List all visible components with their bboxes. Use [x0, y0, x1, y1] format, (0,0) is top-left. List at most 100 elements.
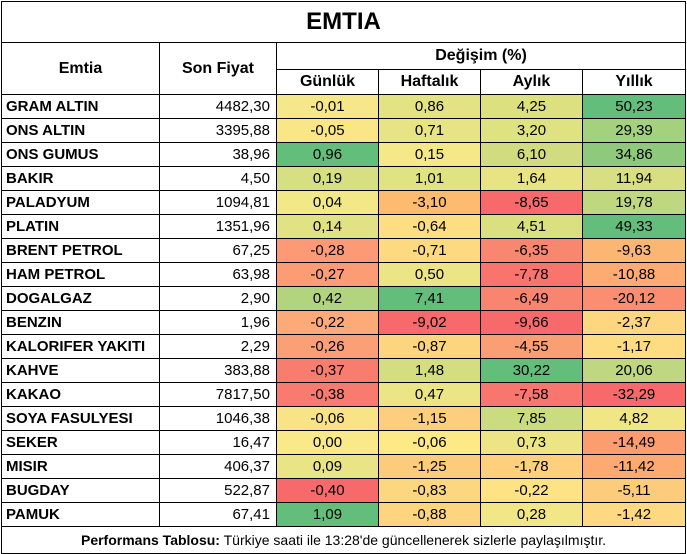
yearly-change: 19,78 — [581, 190, 687, 215]
weekly-change: 0,15 — [378, 142, 481, 167]
commodity-name: GRAM ALTIN — [1, 94, 160, 119]
weekly-change: 0,71 — [378, 118, 481, 143]
monthly-change: 1,64 — [480, 166, 583, 191]
last-price: 406,37 — [159, 454, 277, 479]
yearly-change: 29,39 — [581, 118, 687, 143]
last-price: 63,98 — [159, 262, 277, 287]
yearly-change: -1,42 — [581, 502, 687, 527]
yearly-change: 50,23 — [581, 94, 687, 119]
yearly-change: 49,33 — [581, 214, 687, 239]
last-price: 2,29 — [159, 334, 277, 359]
commodity-name: DOGALGAZ — [1, 286, 160, 311]
last-price: 67,25 — [159, 238, 277, 263]
table-row: PALADYUM 1094,81 0,04 -3,10 -8,65 19,78 — [1, 190, 687, 215]
weekly-change: 1,48 — [378, 358, 481, 383]
weekly-change: -0,88 — [378, 502, 481, 527]
last-price: 1,96 — [159, 310, 277, 335]
monthly-change: 4,25 — [480, 94, 583, 119]
daily-change: 0,96 — [276, 142, 379, 167]
header-aylik: Aylık — [480, 69, 583, 95]
daily-change: 0,42 — [276, 286, 379, 311]
daily-change: -0,05 — [276, 118, 379, 143]
commodity-name: PLATIN — [1, 214, 160, 239]
yearly-change: -9,63 — [581, 238, 687, 263]
daily-change: 0,09 — [276, 454, 379, 479]
yearly-change: -5,11 — [581, 478, 687, 503]
monthly-change: 0,28 — [480, 502, 583, 527]
daily-change: -0,37 — [276, 358, 379, 383]
daily-change: -0,27 — [276, 262, 379, 287]
weekly-change: -9,02 — [378, 310, 481, 335]
daily-change: 0,00 — [276, 430, 379, 455]
weekly-change: -0,06 — [378, 430, 481, 455]
last-price: 38,96 — [159, 142, 277, 167]
commodity-name: BUGDAY — [1, 478, 160, 503]
yearly-change: -10,88 — [581, 262, 687, 287]
table-row: ONS GUMUS 38,96 0,96 0,15 6,10 34,86 — [1, 142, 687, 167]
table-row: MISIR 406,37 0,09 -1,25 -1,78 -11,42 — [1, 454, 687, 479]
monthly-change: 4,51 — [480, 214, 583, 239]
table-row: DOGALGAZ 2,90 0,42 7,41 -6,49 -20,12 — [1, 286, 687, 311]
last-price: 383,88 — [159, 358, 277, 383]
daily-change: 0,14 — [276, 214, 379, 239]
daily-change: -0,28 — [276, 238, 379, 263]
last-price: 3395,88 — [159, 118, 277, 143]
monthly-change: -1,78 — [480, 454, 583, 479]
weekly-change: -0,64 — [378, 214, 481, 239]
weekly-change: 0,86 — [378, 94, 481, 119]
yearly-change: 34,86 — [581, 142, 687, 167]
table-row: BAKIR 4,50 0,19 1,01 1,64 11,94 — [1, 166, 687, 191]
weekly-change: 7,41 — [378, 286, 481, 311]
header-son-fiyat: Son Fiyat — [159, 42, 277, 95]
commodity-name: BAKIR — [1, 166, 160, 191]
daily-change: -0,01 — [276, 94, 379, 119]
daily-change: 1,09 — [276, 502, 379, 527]
weekly-change: -3,10 — [378, 190, 481, 215]
commodity-name: ONS GUMUS — [1, 142, 160, 167]
table-row: PAMUK 67,41 1,09 -0,88 0,28 -1,42 — [1, 502, 687, 527]
table-row: KALORIFER YAKITI 2,29 -0,26 -0,87 -4,55 -1,17 — [1, 334, 687, 359]
daily-change: -0,22 — [276, 310, 379, 335]
commodity-name: ONS ALTIN — [1, 118, 160, 143]
table-row: ONS ALTIN 3395,88 -0,05 0,71 3,20 29,39 — [1, 118, 687, 143]
monthly-change: -4,55 — [480, 334, 583, 359]
commodity-name: SEKER — [1, 430, 160, 455]
monthly-change: 7,85 — [480, 406, 583, 431]
daily-change: -0,40 — [276, 478, 379, 503]
commodity-name: MISIR — [1, 454, 160, 479]
table-title: EMTIA — [0, 1, 687, 43]
daily-change: 0,19 — [276, 166, 379, 191]
table-row: BENZIN 1,96 -0,22 -9,02 -9,66 -2,37 — [1, 310, 687, 335]
last-price: 522,87 — [159, 478, 277, 503]
last-price: 4,50 — [159, 166, 277, 191]
yearly-change: -11,42 — [581, 454, 687, 479]
yearly-change: -2,37 — [581, 310, 687, 335]
last-price: 4482,30 — [159, 94, 277, 119]
monthly-change: 0,73 — [480, 430, 583, 455]
monthly-change: -9,66 — [480, 310, 583, 335]
monthly-change: -6,35 — [480, 238, 583, 263]
table-row: SEKER 16,47 0,00 -0,06 0,73 -14,49 — [1, 430, 687, 455]
daily-change: 0,04 — [276, 190, 379, 215]
commodity-name: KAKAO — [1, 382, 160, 407]
commodity-name: PALADYUM — [1, 190, 160, 215]
weekly-change: -0,83 — [378, 478, 481, 503]
last-price: 1094,81 — [159, 190, 277, 215]
yearly-change: 11,94 — [581, 166, 687, 191]
monthly-change: -8,65 — [480, 190, 583, 215]
weekly-change: -0,87 — [378, 334, 481, 359]
yearly-change: -20,12 — [581, 286, 687, 311]
header-emtia: Emtia — [1, 42, 160, 95]
weekly-change: 0,50 — [378, 262, 481, 287]
footer-label: Performans Tablosu: — [80, 532, 220, 548]
header-yillik: Yıllık — [581, 69, 687, 95]
table-footer: Performans Tablosu: Türkiye saati ile 13… — [0, 526, 687, 554]
weekly-change: -1,25 — [378, 454, 481, 479]
table-row: GRAM ALTIN 4482,30 -0,01 0,86 4,25 50,23 — [1, 94, 687, 119]
table-row: PLATIN 1351,96 0,14 -0,64 4,51 49,33 — [1, 214, 687, 239]
monthly-change: 6,10 — [480, 142, 583, 167]
yearly-change: -1,17 — [581, 334, 687, 359]
monthly-change: 3,20 — [480, 118, 583, 143]
table-row: KAKAO 7817,50 -0,38 0,47 -7,58 -32,29 — [1, 382, 687, 407]
